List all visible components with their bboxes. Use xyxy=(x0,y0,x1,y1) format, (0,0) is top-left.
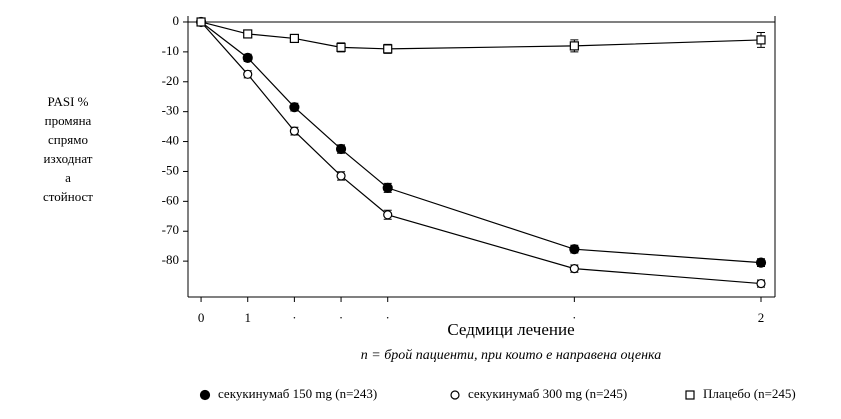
marker xyxy=(196,17,206,27)
marker xyxy=(289,102,300,113)
y-axis-label: спрямо xyxy=(48,132,88,147)
legend-label: Плацебо (n=245) xyxy=(703,386,796,401)
y-axis-label: PASI % xyxy=(47,94,88,109)
legend-marker xyxy=(199,389,211,401)
marker xyxy=(383,210,393,220)
y-tick-label: -50 xyxy=(162,162,179,177)
series-line xyxy=(200,21,762,285)
marker xyxy=(289,33,299,44)
y-axis-label: а xyxy=(65,170,71,185)
series-line xyxy=(200,21,762,50)
legend-marker xyxy=(685,390,695,400)
marker xyxy=(383,44,393,54)
marker xyxy=(242,52,253,63)
marker xyxy=(382,182,393,193)
x-tick-label: · xyxy=(292,310,296,325)
y-tick-label: -60 xyxy=(162,192,179,207)
marker xyxy=(569,264,579,274)
x-tick-label: 1 xyxy=(244,310,251,325)
marker xyxy=(289,126,299,136)
legend-label: секукинумаб 150 mg (n=243) xyxy=(218,386,377,401)
marker xyxy=(243,29,253,39)
x-tick-label: 2 xyxy=(758,310,765,325)
x-tick-label: 0 xyxy=(198,310,205,325)
x-tick-label: · xyxy=(339,310,343,325)
marker xyxy=(335,143,347,155)
x-axis-label: Седмици лечение xyxy=(447,320,574,339)
y-axis-label: стойност xyxy=(43,189,93,204)
marker xyxy=(755,257,767,268)
y-tick-label: -40 xyxy=(162,133,179,148)
y-tick-label: 0 xyxy=(173,13,180,28)
y-axis-label: промяна xyxy=(45,113,92,128)
y-tick-label: -80 xyxy=(162,252,179,267)
x-tick-label: · xyxy=(386,310,390,325)
y-tick-label: -10 xyxy=(162,43,179,58)
y-tick-label: -70 xyxy=(162,222,179,237)
legend-marker xyxy=(450,390,460,400)
marker xyxy=(569,41,579,51)
marker xyxy=(569,244,580,255)
marker xyxy=(336,171,346,181)
series-line xyxy=(200,21,762,264)
y-tick-label: -30 xyxy=(162,103,179,118)
marker xyxy=(756,278,766,289)
y-axis-label: изходнат xyxy=(44,151,93,166)
marker xyxy=(243,69,253,79)
marker xyxy=(756,35,766,45)
y-tick-label: -20 xyxy=(162,73,179,88)
legend-label: секукинумаб 300 mg (n=245) xyxy=(468,386,627,401)
x-tick-label: · xyxy=(572,310,576,325)
note: n = брой пациенти, при които е направена… xyxy=(361,348,662,363)
marker xyxy=(336,42,346,52)
